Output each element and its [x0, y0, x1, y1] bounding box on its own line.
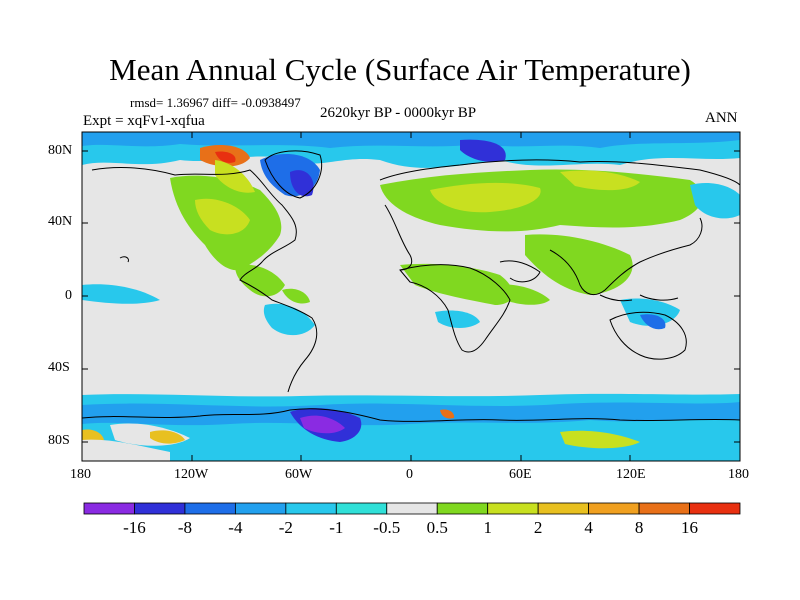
colorbar-swatch: [487, 502, 539, 515]
north-pacific-cool: [690, 183, 740, 219]
lat-tick-label: 80N: [48, 143, 73, 158]
rmsd-diff-stats: rmsd= 1.36967 diff= -0.0938497: [130, 95, 301, 110]
colorbar-label: -8: [177, 518, 192, 537]
lon-tick-label: 120W: [174, 467, 209, 482]
amazon-cool: [263, 303, 315, 336]
southern-africa-cool: [435, 310, 480, 328]
colorbar-swatch: [386, 502, 438, 515]
antarctic-interior-neutral: [82, 439, 170, 461]
colorbar-swatch: [638, 502, 690, 515]
colorbar-swatch: [588, 502, 640, 515]
colorbar-swatch: [83, 502, 135, 515]
colorbar-swatch: [285, 502, 337, 515]
season-label: ANN: [705, 110, 738, 126]
central-pacific-cool: [82, 284, 160, 304]
colorbar-swatch: [335, 502, 388, 515]
axis-ticks: [82, 132, 740, 461]
colorbar-swatch: [436, 502, 489, 515]
lon-tick-label: 180: [70, 467, 91, 482]
lat-tick-label: 0: [65, 288, 72, 303]
arctic-canada-hot: [215, 151, 236, 163]
weddell-extreme-cool: [300, 415, 345, 434]
lat-tick-label: 40N: [48, 214, 73, 229]
north-america-core-warm: [195, 198, 250, 235]
colorbar-label: -0.5: [373, 518, 401, 537]
chart-title: Mean Annual Cycle (Surface Air Temperatu…: [109, 52, 691, 87]
lon-tick-label: 180: [728, 467, 749, 482]
colorbar-swatch: [689, 502, 741, 515]
colorbar-label: 2: [533, 518, 543, 537]
east-siberia-warm: [560, 170, 640, 191]
colorbar-swatch: [184, 502, 236, 515]
period-label: 2620kyr BP - 0000kyr BP: [320, 105, 477, 121]
coastlines: [82, 150, 740, 422]
lon-tick-label: 120E: [616, 467, 646, 482]
colorbar: [83, 502, 741, 515]
colorbar-label: 16: [681, 518, 699, 537]
colorbar-label: -4: [228, 518, 243, 537]
colorbar-swatch: [134, 502, 186, 515]
lat-tick-label: 80S: [48, 433, 70, 448]
lon-tick-label: 0: [406, 467, 413, 482]
temperature-anomaly-field: [82, 132, 740, 461]
small-warm-spot: [440, 409, 455, 419]
east-antarctica-warm: [560, 430, 640, 449]
australia-cool: [640, 314, 666, 330]
siberia-core-warm: [430, 182, 541, 213]
arctic-blue-band: [82, 132, 740, 148]
colorbar-label: -2: [278, 518, 293, 537]
lon-tick-label: 60E: [509, 467, 532, 482]
colorbar-label: 0.5: [426, 518, 448, 537]
colorbar-swatch: [234, 502, 287, 515]
colorbar-label: -16: [123, 518, 146, 537]
southern-ocean-blue-band: [82, 402, 740, 426]
barents-strong-cool: [460, 139, 506, 162]
northern-south-america-warm: [282, 288, 310, 304]
experiment-label: Expt = xqFv1-xqfua: [83, 113, 205, 129]
greenland-strong-cool: [290, 170, 314, 197]
colorbar-swatch: [537, 502, 590, 515]
canada-warm: [215, 160, 255, 193]
lat-tick-label: 40S: [48, 360, 70, 375]
colorbar-label: 4: [584, 518, 593, 537]
south-asia-warm: [525, 234, 633, 295]
colorbar-label: -1: [329, 518, 344, 537]
colorbar-label: 1: [483, 518, 492, 537]
sahel-warm: [400, 263, 513, 305]
arabian-sea-warm: [495, 284, 550, 305]
lon-tick-label: 60W: [285, 467, 313, 482]
colorbar-label: 8: [634, 518, 644, 537]
ross-warm: [150, 430, 185, 444]
